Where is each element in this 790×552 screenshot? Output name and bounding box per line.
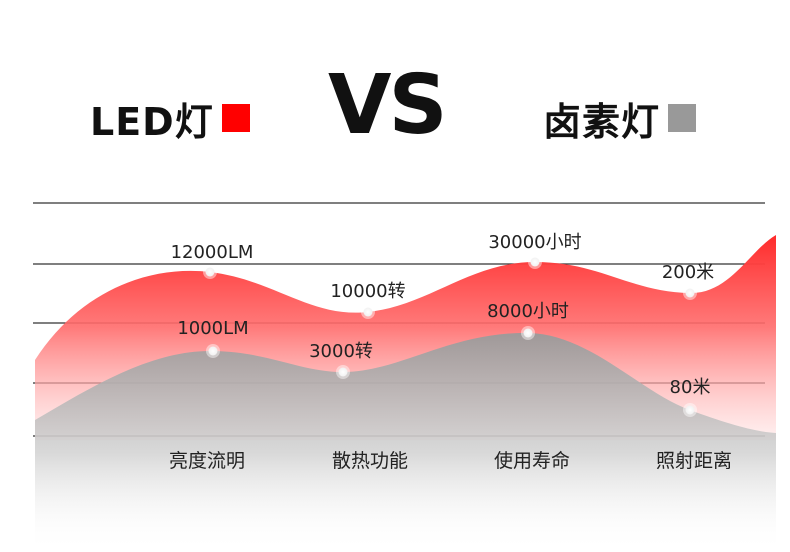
category-label: 散热功能 xyxy=(332,450,408,472)
category-label: 亮度流明 xyxy=(169,450,245,472)
category-label: 照射距离 xyxy=(656,450,732,472)
data-point xyxy=(523,328,533,338)
data-point xyxy=(363,307,373,317)
legend-halogen-label: 卤素灯 xyxy=(543,99,661,144)
legend-halogen-swatch xyxy=(668,104,697,132)
data-label: 3000转 xyxy=(309,341,373,362)
data-label: 1000LM xyxy=(177,318,248,339)
data-point xyxy=(208,346,218,356)
data-point xyxy=(338,367,348,377)
data-label: 80米 xyxy=(670,377,711,398)
data-label: 12000LM xyxy=(171,242,254,263)
category-label: 使用寿命 xyxy=(494,450,570,472)
data-label: 200米 xyxy=(662,262,714,283)
data-point xyxy=(205,267,215,277)
legend-halogen: 卤素灯 xyxy=(543,96,697,144)
vs-heading: VS xyxy=(328,58,448,153)
data-point xyxy=(685,405,695,415)
legend-led: LED灯 xyxy=(90,96,250,144)
data-label: 10000转 xyxy=(330,281,405,302)
data-label: 30000小时 xyxy=(488,232,581,253)
legend-led-label: LED灯 xyxy=(90,99,214,144)
series-halogen-area xyxy=(35,332,776,552)
legend-led-swatch xyxy=(221,104,250,132)
data-point xyxy=(530,257,540,267)
data-label: 8000小时 xyxy=(487,301,569,322)
data-point xyxy=(685,288,695,298)
